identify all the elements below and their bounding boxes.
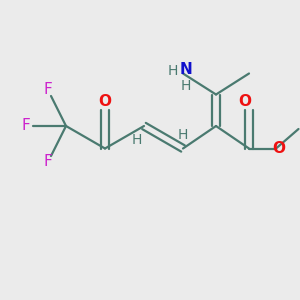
Text: O: O <box>98 94 112 110</box>
Text: F: F <box>44 154 52 169</box>
Text: F: F <box>44 82 52 98</box>
Text: H: H <box>167 64 178 77</box>
Text: H: H <box>181 79 191 92</box>
Text: F: F <box>21 118 30 134</box>
Text: O: O <box>272 141 286 156</box>
Text: N: N <box>180 61 192 76</box>
Text: H: H <box>178 128 188 142</box>
Text: H: H <box>131 133 142 146</box>
Text: O: O <box>238 94 251 110</box>
